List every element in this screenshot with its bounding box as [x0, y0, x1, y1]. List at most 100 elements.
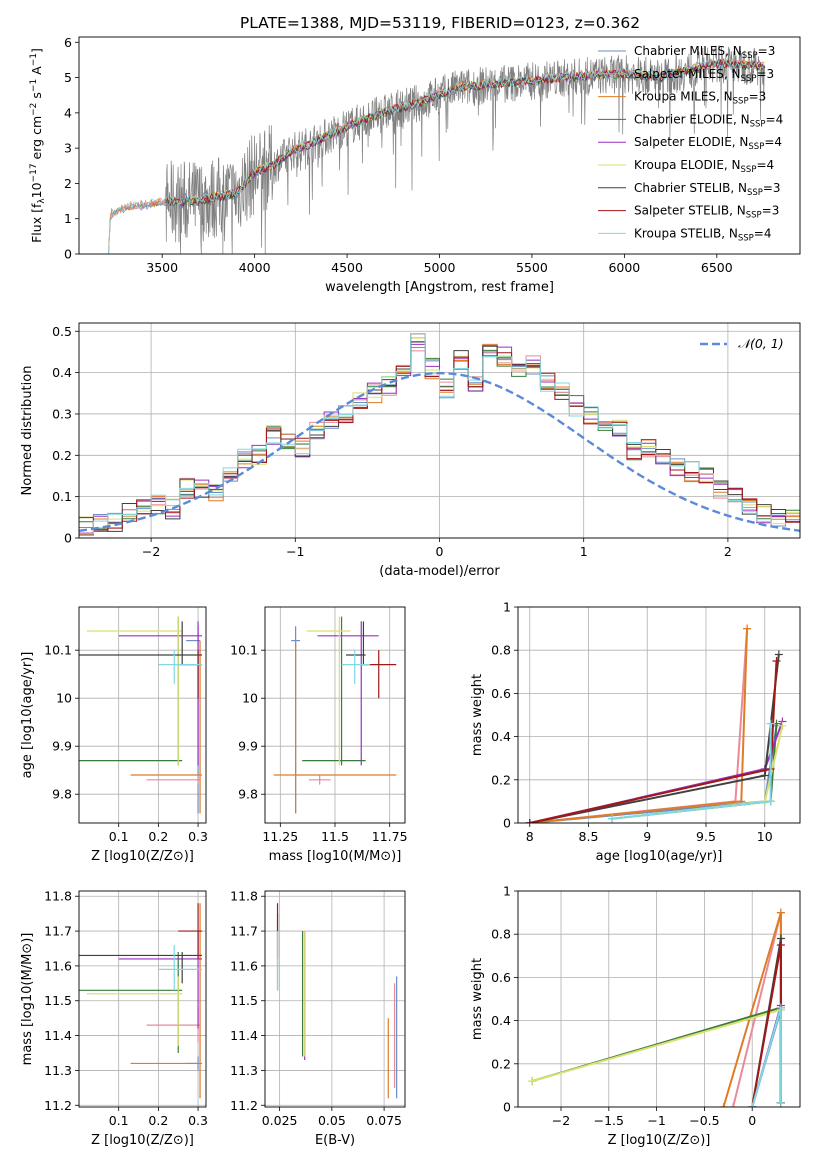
y-tick-label: 11.6	[230, 958, 258, 973]
legend-entry: Salpeter MILES, NSSP=3	[634, 67, 774, 84]
y-tick-label: 3	[64, 141, 72, 156]
x-tick-label: −2	[142, 544, 160, 559]
legend-nssp: =4	[764, 135, 782, 149]
y-tick-label: 0.3	[52, 406, 72, 421]
x-tick-label: −1	[647, 1113, 665, 1128]
y-tick-label: 0	[503, 816, 511, 831]
x-tick-label: 0	[748, 1113, 756, 1128]
legend-name: Kroupa STELIB, N	[634, 226, 738, 240]
y-tick-label: 1	[503, 884, 511, 899]
legend-nssp: =4	[756, 158, 774, 172]
legend-entry: Chabrier STELIB, NSSP=3	[634, 181, 781, 198]
y-tick-label: 11.6	[44, 958, 72, 973]
legend-nssp: =3	[749, 90, 767, 104]
y-label-part: A	[29, 66, 44, 79]
y-tick-label: 11.7	[230, 924, 258, 939]
y-tick-label: 1	[503, 600, 511, 615]
y-tick-label: 9.9	[238, 739, 258, 754]
x-tick-label: 0.1	[109, 1113, 129, 1128]
y-tick-label: 11.3	[230, 1063, 258, 1078]
x-tick-label: −1.5	[594, 1113, 624, 1128]
x-axis-label: Z [log10(Z/Z⊙)]	[608, 1133, 711, 1148]
legend-name: Salpeter MILES, N	[634, 67, 741, 81]
y-tick-label: 0.8	[491, 643, 511, 658]
y-tick-label: 11.8	[230, 889, 258, 904]
axes-frame	[264, 606, 406, 824]
weight-marker	[608, 814, 616, 823]
weight-marker	[528, 1077, 537, 1086]
legend-nssp: =3	[756, 67, 774, 81]
y-tick-label: 2	[64, 176, 72, 191]
model-spectrum-line	[165, 59, 766, 206]
histogram-step-line	[79, 333, 800, 535]
weight-marker	[766, 797, 775, 806]
x-axis-label: mass [log10(M/M⊙)]	[269, 849, 402, 864]
x-tick-label: 11.75	[372, 829, 408, 844]
x-axis-label: age [log10(age/yr)]	[596, 849, 723, 864]
mass-vs-Z-panel: 0.1 0.2 0.3 11.2 11.3 11.4 11.5 11.6 11.7 11.8 Z […	[20, 889, 208, 1148]
weight-marker	[778, 721, 787, 730]
spectrum-series-group	[108, 45, 766, 254]
y-tick-label: 1	[64, 211, 72, 226]
weight-marker	[776, 941, 785, 949]
legend-sub: SSP	[750, 119, 766, 129]
y-axis-label: mass [log10(M/M⊙)]	[20, 933, 35, 1066]
x-tick-label: 0.075	[366, 1113, 402, 1128]
x-axis-label: Z [log10(Z/Z⊙)]	[91, 849, 194, 864]
age-vs-Z-panel: 0.1 0.2 0.3 9.8 9.9 10 10.1 Z [log10(Z/Z⊙)] age …	[20, 606, 208, 864]
x-tick-label: 9.5	[696, 829, 716, 844]
legend-nssp: =4	[766, 112, 784, 126]
y-tick-label: 0.5	[52, 324, 72, 339]
weight-marker	[776, 1098, 785, 1107]
x-tick-label: 0.1	[109, 829, 129, 844]
y-tick-label: 11.3	[44, 1063, 72, 1078]
legend-sub: SSP	[733, 97, 749, 107]
legend-name: Chabrier ELODIE, N	[634, 112, 750, 126]
weight-marker	[772, 657, 781, 665]
x-axis-label: (data-model)/error	[379, 564, 500, 579]
y-axis-label: Flux [fλ10−17 erg cm−2 s−1 A−1]	[29, 48, 47, 243]
weight-marker	[719, 1103, 728, 1107]
axes-frame	[78, 890, 207, 1108]
y-label-part: −2	[29, 103, 39, 116]
x-tick-label: 0.025	[262, 1113, 298, 1128]
x-tick-label: −1	[286, 544, 304, 559]
y-tick-label: 11.4	[230, 1028, 258, 1043]
x-tick-label: 0.05	[318, 1113, 346, 1128]
y-label-part: λ	[37, 198, 47, 204]
legend-name: Chabrier MILES, N	[634, 44, 742, 58]
weight-marker	[760, 771, 769, 780]
model-spectrum-line	[108, 57, 765, 254]
x-tick-label: 5000	[424, 260, 456, 275]
x-tick-label: 0.3	[188, 829, 208, 844]
y-tick-label: 0	[503, 1100, 511, 1115]
y-tick-label: 10	[242, 691, 258, 706]
y-tick-label: 11.7	[44, 924, 72, 939]
y-tick-label: 0	[64, 247, 72, 262]
y-label-part: Flux [f	[29, 203, 44, 243]
errorbar-group	[276, 903, 398, 1099]
legend-sub: SSP	[747, 188, 763, 198]
y-tick-label: 11.5	[44, 993, 72, 1008]
y-tick-label: 0.4	[52, 365, 72, 380]
y-tick-label: 0.1	[52, 489, 72, 504]
weight-series-group	[528, 908, 785, 1107]
y-label-part: s	[29, 92, 44, 103]
y-label-part: −1	[29, 53, 39, 66]
y-tick-label: 11.5	[230, 993, 258, 1008]
y-tick-label: 6	[64, 35, 72, 50]
legend-name: Salpeter STELIB, N	[634, 204, 746, 218]
weight-vs-Z-panel: −2 −1.5 −1 −0.5 0 0 0.2 0.4 0.6 0.8 1 Z [log10(Z/Z⊙…	[470, 884, 801, 1148]
weight-line	[529, 628, 749, 823]
x-tick-label: 8.5	[579, 829, 599, 844]
axes-frame	[517, 890, 801, 1108]
mass-vs-ebv-panel: 0.025 0.05 0.075 11.2 11.3 11.4 11.5 11.6 11.7 11…	[230, 889, 406, 1148]
x-tick-label: 4000	[239, 260, 271, 275]
y-tick-label: 9.9	[52, 739, 72, 754]
y-label-part: ]	[29, 48, 44, 53]
model-spectrum-line	[108, 57, 764, 249]
x-tick-label: 0.3	[188, 1113, 208, 1128]
legend-entry: Salpeter STELIB, NSSP=3	[634, 204, 779, 221]
